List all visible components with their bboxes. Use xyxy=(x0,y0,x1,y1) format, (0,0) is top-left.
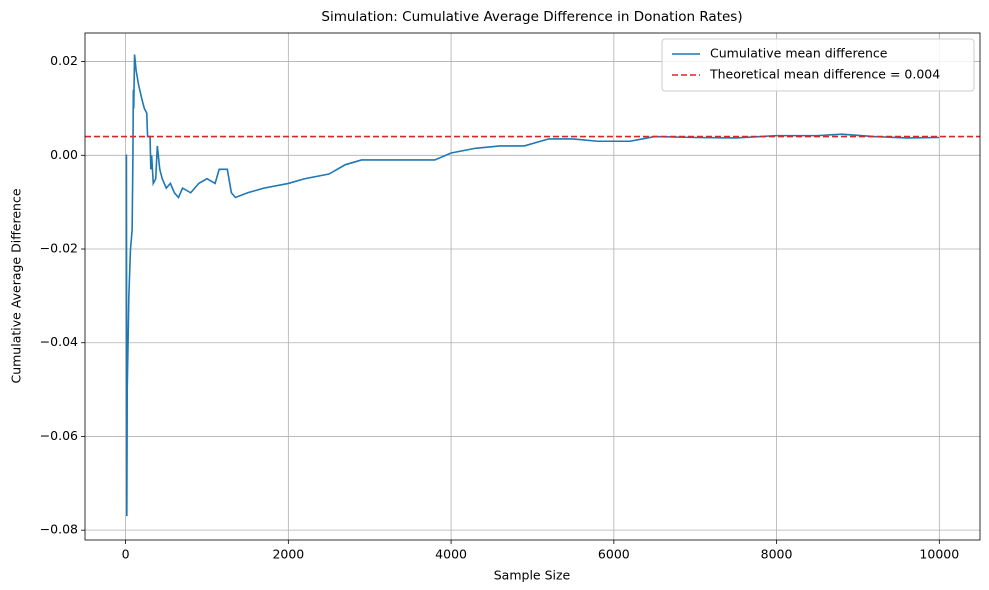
x-tick-label: 4000 xyxy=(435,547,467,562)
axes-frame xyxy=(84,32,981,541)
chart-title: Simulation: Cumulative Average Differenc… xyxy=(321,9,742,25)
y-tick-label: −0.04 xyxy=(40,334,78,349)
data-line xyxy=(125,54,940,517)
x-tick-label: 0 xyxy=(122,547,130,562)
y-axis-label: Cumulative Average Difference xyxy=(9,188,24,383)
x-tick-label: 2000 xyxy=(272,547,304,562)
y-tick-label: 0.02 xyxy=(50,53,78,68)
legend-box xyxy=(661,38,975,92)
x-tick-label: 10000 xyxy=(919,547,959,562)
legend-label: Cumulative mean difference xyxy=(710,46,888,61)
x-axis-label: Sample Size xyxy=(494,568,571,583)
x-tick-label: 8000 xyxy=(761,547,793,562)
y-tick-label: −0.08 xyxy=(40,522,78,537)
y-tick-label: −0.02 xyxy=(40,241,78,256)
x-tick-label: 6000 xyxy=(598,547,630,562)
y-tick-label: 0.00 xyxy=(50,147,78,162)
legend-label: Theoretical mean difference = 0.004 xyxy=(709,67,940,82)
y-tick-label: −0.06 xyxy=(40,428,78,443)
